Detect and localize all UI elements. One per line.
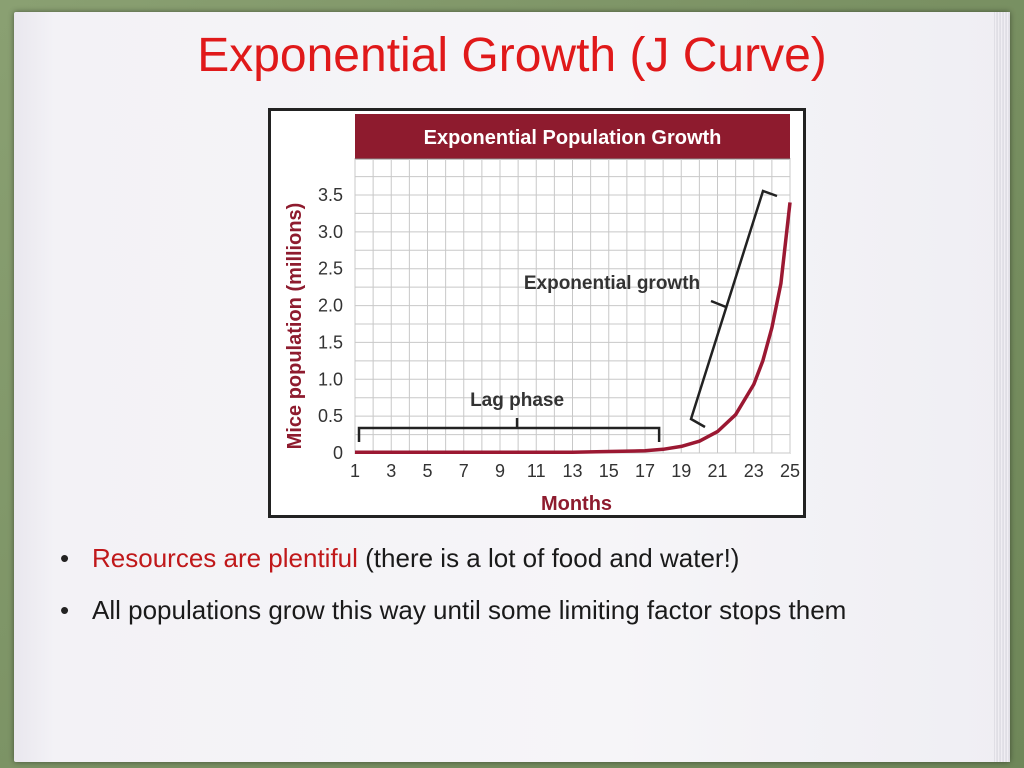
x-tick-label: 15 (599, 461, 619, 481)
chart-panel: Exponential Population Growth 1 3 5 7 9 11 13 15… (271, 111, 803, 515)
x-tick-label: 19 (671, 461, 691, 481)
x-tick-label: 21 (707, 461, 727, 481)
y-tick-label: 0.5 (318, 406, 343, 426)
y-tick-label: 0 (333, 443, 343, 463)
x-tick-label: 17 (635, 461, 655, 481)
x-tick-label: 11 (527, 461, 546, 481)
bullet-icon: • (60, 595, 70, 625)
y-tick-label: 3.0 (318, 222, 343, 242)
y-tick-label: 2.5 (318, 259, 343, 279)
page-edge (994, 12, 1010, 762)
x-tick-label: 1 (350, 461, 360, 481)
bullet-text: All populations grow this way until some… (92, 595, 847, 625)
y-tick-label: 1.5 (318, 332, 343, 352)
slide-title: Exponential Growth (J Curve) (197, 29, 827, 82)
chart-title-banner (355, 114, 790, 159)
x-tick-label: 25 (780, 461, 800, 481)
exponential-growth-bracket (689, 189, 778, 429)
exponential-growth-label: Exponential growth (524, 273, 700, 294)
x-tick-label: 9 (495, 461, 505, 481)
x-tick-label: 3 (386, 461, 396, 481)
bullet-item-2: • All populations grow this way until so… (60, 594, 1000, 626)
y-tick-label: 3.5 (318, 185, 343, 205)
x-tick-label: 7 (459, 461, 469, 481)
x-tick-label: 13 (562, 461, 582, 481)
lag-phase-label: Lag phase (470, 390, 564, 411)
bullet-icon: • (60, 543, 70, 573)
bullet-highlight: Resources are plentiful (92, 543, 358, 573)
x-axis-label: Months (541, 493, 612, 515)
x-tick-label: 5 (422, 461, 432, 481)
x-tick-label: 23 (744, 461, 764, 481)
bullet-text: (there is a lot of food and water!) (357, 543, 740, 573)
bullet-list: • Resources are plentiful (there is a lo… (60, 542, 1000, 646)
chart-title: Exponential Population Growth (424, 127, 722, 149)
y-tick-label: 1.0 (318, 369, 343, 389)
chart-figure: Exponential Population Growth 1 3 5 7 9 11 13 15… (268, 108, 806, 518)
y-tick-label: 2.0 (318, 296, 343, 316)
exponential-growth-bracket-tick (710, 299, 727, 309)
y-axis-label: Mice population (millions) (284, 203, 306, 450)
lag-phase-bracket (357, 426, 661, 442)
bullet-item-1: • Resources are plentiful (there is a lo… (60, 542, 1000, 574)
series-curve (355, 202, 792, 455)
